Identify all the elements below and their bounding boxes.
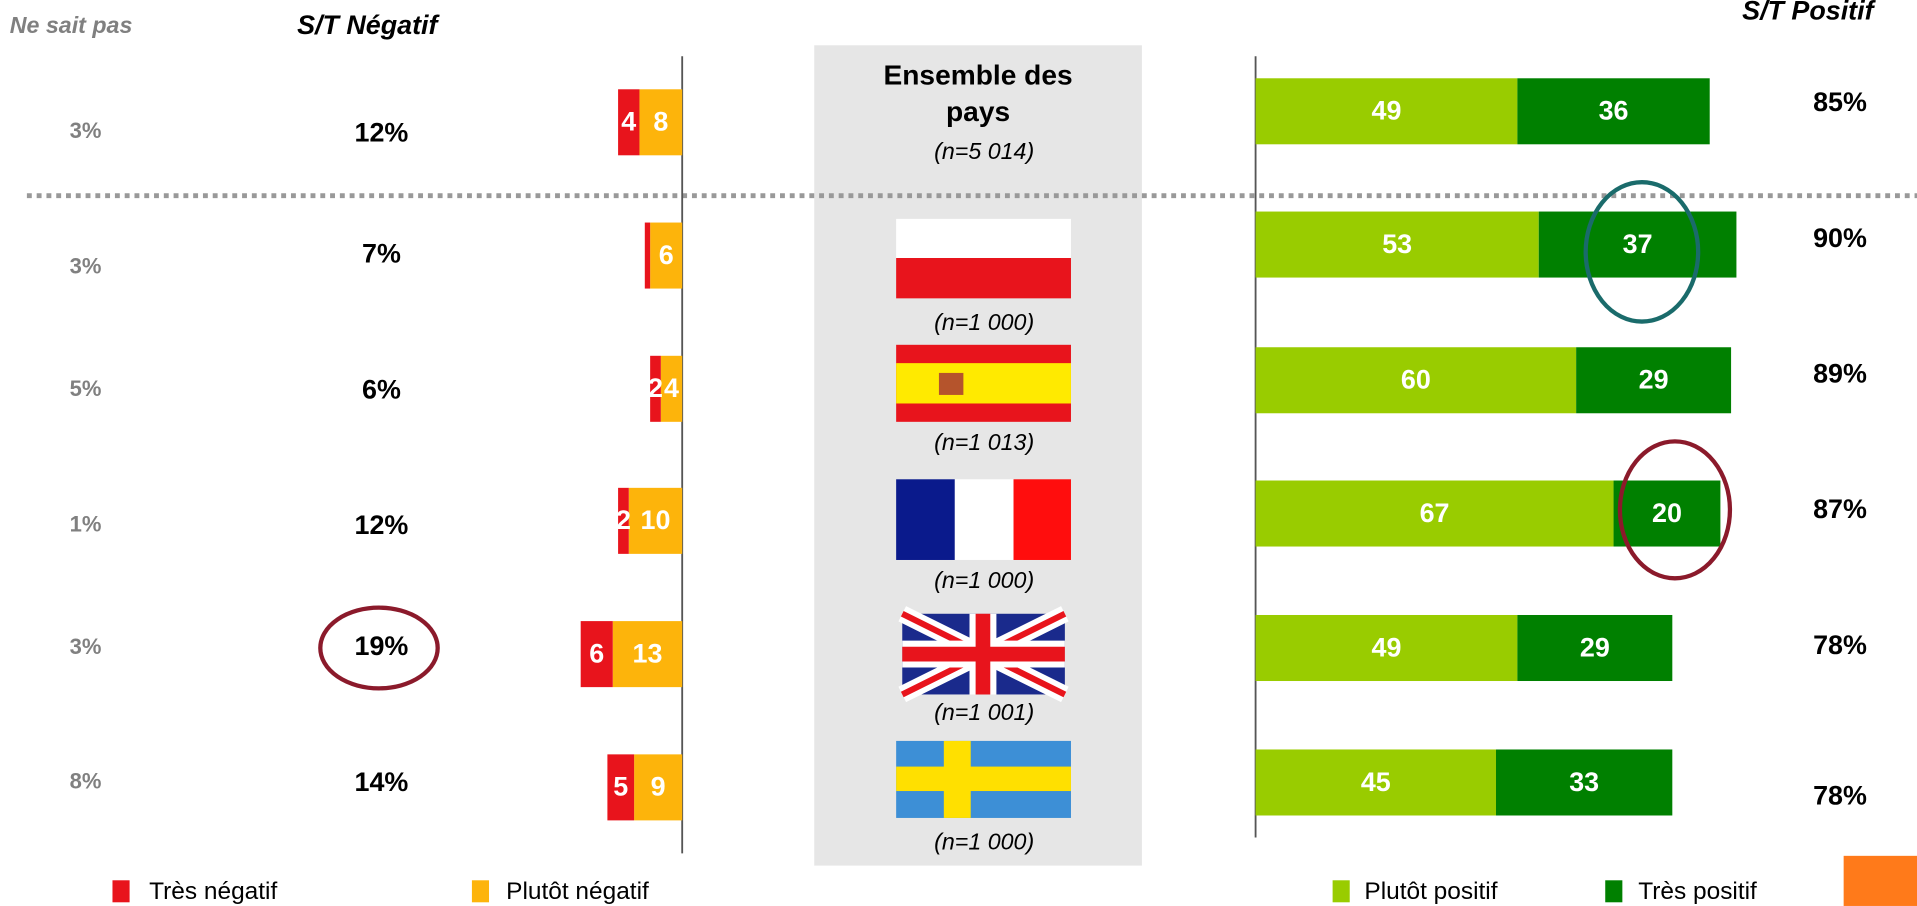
dont-know-label: 3% <box>70 118 102 143</box>
bar <box>1255 614 1518 682</box>
sample-size-label: (n=1 000) <box>934 309 1034 335</box>
bar <box>1538 211 1737 278</box>
bar-label: 10 <box>641 505 671 535</box>
bar-label: 67 <box>1420 498 1450 528</box>
bar-label: 13 <box>633 638 663 668</box>
flag-uk <box>898 606 1069 703</box>
positive-total-label: 78% <box>1813 780 1867 810</box>
negative-total-label: 12% <box>355 510 409 540</box>
bar <box>644 222 651 289</box>
sample-size-label: (n=1 001) <box>934 699 1034 725</box>
header-positive: S/T Positif <box>1742 0 1876 25</box>
bar <box>650 355 661 422</box>
positive-total-label: 90% <box>1813 223 1867 253</box>
bar-label: 33 <box>1569 767 1599 797</box>
legend-swatch <box>1332 880 1350 903</box>
bar-label: 37 <box>1623 229 1653 259</box>
highlight <box>1617 439 1733 581</box>
dont-know-label: 1% <box>70 512 102 537</box>
sample-size-label: (n=1 013) <box>934 429 1034 455</box>
bar <box>639 89 683 156</box>
positive-total-label: 89% <box>1813 358 1867 388</box>
bar <box>1517 78 1710 145</box>
bar <box>1613 480 1721 547</box>
negative-total-label: 6% <box>362 374 401 404</box>
legend-swatch <box>1605 880 1623 903</box>
bar <box>618 487 629 554</box>
highlight <box>1583 180 1701 324</box>
flag-sweden <box>896 740 1071 818</box>
bar-label: 49 <box>1372 96 1402 126</box>
bar-label: 53 <box>1382 229 1412 259</box>
bar-label: 6 <box>589 638 604 668</box>
flag-poland <box>896 218 1071 299</box>
bar-label: 2 <box>616 505 631 535</box>
bar-label: 2 <box>648 373 663 403</box>
bar-label: 8 <box>653 107 668 137</box>
legend-label: Plutôt négatif <box>506 878 649 905</box>
bar-label: 49 <box>1372 632 1402 662</box>
bar <box>1576 347 1732 414</box>
flag-spain <box>896 344 1071 422</box>
header-negative: S/T Négatif <box>297 10 440 40</box>
total-label-box: Ensemble des pays <box>883 58 1073 128</box>
flag-france <box>896 479 1071 560</box>
positive-total-label: 87% <box>1813 494 1867 524</box>
bar <box>1255 211 1539 278</box>
dont-know-label: 3% <box>70 634 102 659</box>
category-label: Ensemble des pays <box>883 58 1073 128</box>
legend-swatch <box>471 880 490 903</box>
bar <box>1255 78 1518 145</box>
bar <box>634 754 683 821</box>
legend-swatch <box>112 880 130 903</box>
bar <box>650 222 683 289</box>
bar <box>1255 480 1614 547</box>
bar <box>1255 749 1497 816</box>
bar-label: 29 <box>1580 632 1610 662</box>
bar-label: 4 <box>621 107 636 137</box>
bar <box>607 754 635 821</box>
bar-label: 9 <box>651 772 666 802</box>
bar <box>1255 347 1577 414</box>
sample-size-label: (n=1 000) <box>934 567 1034 593</box>
corner-block <box>1843 855 1917 906</box>
legend-label: Plutôt positif <box>1364 878 1497 905</box>
sample-size-label: (n=5 014) <box>934 138 1034 164</box>
bar <box>628 487 683 554</box>
bar-label: 60 <box>1401 365 1431 395</box>
highlight <box>318 605 440 691</box>
bar-label: 36 <box>1599 96 1629 126</box>
center-panel <box>814 45 1142 866</box>
negative-total-label: 12% <box>355 118 409 148</box>
bar <box>618 89 640 156</box>
dont-know-label: 5% <box>70 376 102 401</box>
bar <box>580 621 613 688</box>
positive-total-label: 78% <box>1813 630 1867 660</box>
bar-label: 6 <box>659 240 674 270</box>
negative-total-label: 19% <box>355 631 409 661</box>
bar-label: 4 <box>664 373 679 403</box>
dont-know-label: 8% <box>70 768 102 793</box>
bar-label: 20 <box>1652 498 1682 528</box>
legend-label: Très négatif <box>149 878 277 905</box>
bar <box>660 355 683 422</box>
dont-know-label: 3% <box>70 254 102 279</box>
bar <box>1517 614 1673 682</box>
bar-label: 45 <box>1361 767 1391 797</box>
bar-label: 29 <box>1639 365 1669 395</box>
legend-label: Très positif <box>1638 878 1757 905</box>
bar <box>1496 749 1673 816</box>
sample-size-label: (n=1 000) <box>934 829 1034 855</box>
positive-total-label: 85% <box>1813 87 1867 117</box>
bar <box>612 621 683 688</box>
negative-total-label: 14% <box>355 767 409 797</box>
negative-total-label: 7% <box>362 239 401 269</box>
bar-label: 5 <box>613 772 628 802</box>
header-dont-know: Ne sait pas <box>10 12 133 38</box>
